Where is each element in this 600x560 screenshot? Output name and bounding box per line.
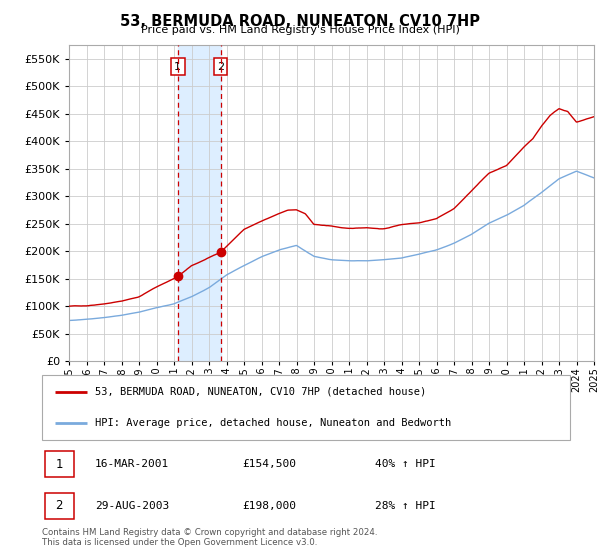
FancyBboxPatch shape [44, 493, 74, 519]
FancyBboxPatch shape [42, 375, 570, 440]
Text: 29-AUG-2003: 29-AUG-2003 [95, 501, 169, 511]
Text: 53, BERMUDA ROAD, NUNEATON, CV10 7HP: 53, BERMUDA ROAD, NUNEATON, CV10 7HP [120, 14, 480, 29]
Text: £154,500: £154,500 [242, 459, 296, 469]
Text: 2: 2 [55, 499, 63, 512]
Text: 1: 1 [55, 458, 63, 471]
Text: Contains HM Land Registry data © Crown copyright and database right 2024.
This d: Contains HM Land Registry data © Crown c… [42, 528, 377, 547]
Text: 2: 2 [217, 62, 224, 72]
FancyBboxPatch shape [44, 451, 74, 477]
Text: Price paid vs. HM Land Registry's House Price Index (HPI): Price paid vs. HM Land Registry's House … [140, 25, 460, 35]
Text: 28% ↑ HPI: 28% ↑ HPI [374, 501, 436, 511]
Text: 53, BERMUDA ROAD, NUNEATON, CV10 7HP (detached house): 53, BERMUDA ROAD, NUNEATON, CV10 7HP (de… [95, 387, 426, 397]
Text: 1: 1 [174, 62, 181, 72]
Text: HPI: Average price, detached house, Nuneaton and Bedworth: HPI: Average price, detached house, Nune… [95, 418, 451, 428]
Bar [178, 45, 221, 361]
Text: 40% ↑ HPI: 40% ↑ HPI [374, 459, 436, 469]
Text: 16-MAR-2001: 16-MAR-2001 [95, 459, 169, 469]
Text: £198,000: £198,000 [242, 501, 296, 511]
